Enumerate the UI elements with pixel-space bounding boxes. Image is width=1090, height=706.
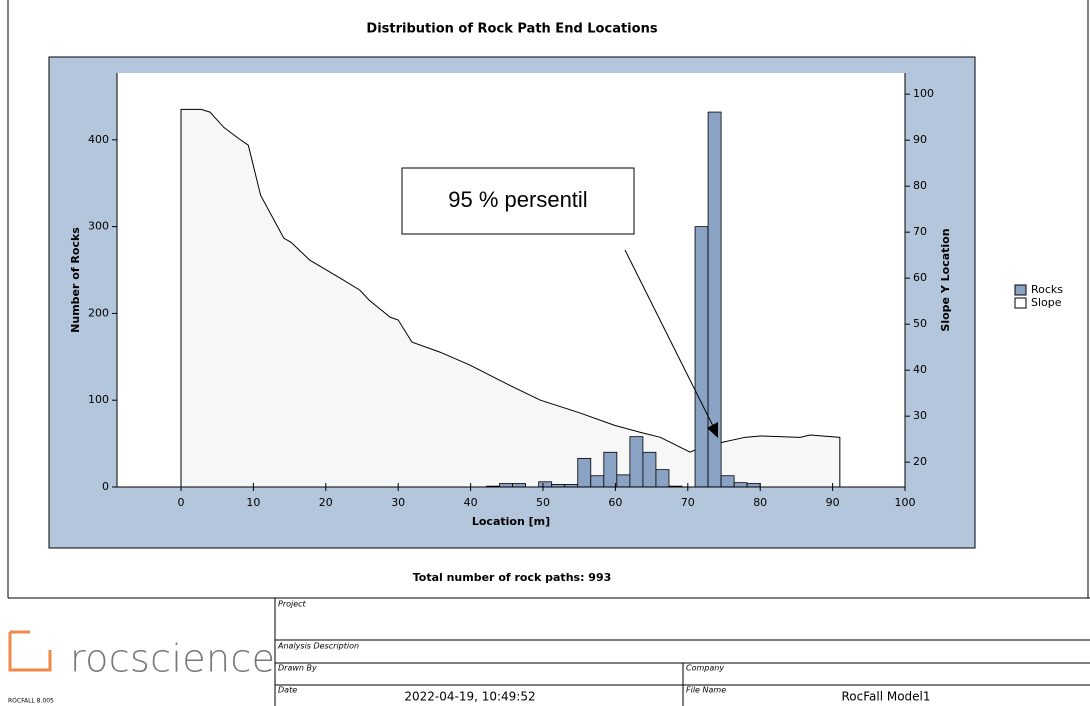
x-tick-label: 10 <box>246 496 260 509</box>
chart-title: Distribution of Rock Path End Locations <box>366 22 657 37</box>
histogram-bar <box>642 451 657 488</box>
version: ROCFALL 8.005 <box>8 698 54 705</box>
logo-text: rocscience <box>70 637 275 681</box>
file-name-value: RocFall Model1 <box>841 690 930 704</box>
histogram-bar <box>655 469 670 488</box>
annotation-box <box>401 167 635 235</box>
histogram-bar <box>733 482 748 488</box>
y-axis-label: Number of Rocks <box>69 227 82 333</box>
y2-tick-label: 60 <box>913 271 927 284</box>
legend-swatch <box>1014 297 1027 309</box>
histogram-bar <box>499 483 513 488</box>
x-tick-label: 60 <box>608 496 622 509</box>
histogram-bar <box>720 475 735 488</box>
logo-mark <box>8 630 52 672</box>
histogram-bar <box>694 226 709 488</box>
annotation-arrow <box>624 249 714 427</box>
y-tick-label: 200 <box>88 306 109 319</box>
y-tick-label: 100 <box>88 393 109 406</box>
x-axis-label: Location [m] <box>472 515 550 528</box>
legend-label: Slope <box>1031 296 1062 309</box>
field-label: File Name <box>686 686 726 695</box>
slope-area <box>180 108 841 488</box>
legend-label: Rocks <box>1031 283 1063 296</box>
y-tick-label: 300 <box>88 220 109 233</box>
footer <box>8 597 1090 706</box>
plot <box>180 108 841 488</box>
histogram-bar <box>577 457 592 488</box>
field-label: Date <box>278 686 297 695</box>
y2-tick-label: 70 <box>913 225 927 238</box>
x-tick-label: 80 <box>753 496 767 509</box>
x-tick-label: 30 <box>391 496 405 509</box>
x-tick-label: 50 <box>536 496 550 509</box>
y2-tick-label: 50 <box>913 317 927 330</box>
histogram-bar <box>538 481 553 488</box>
x-tick-label: 100 <box>895 496 916 509</box>
x-tick-label: 20 <box>319 496 333 509</box>
legend-swatch <box>1014 284 1027 296</box>
y2-tick-label: 40 <box>913 363 927 376</box>
date-value: 2022-04-19, 10:49:52 <box>404 690 535 704</box>
histogram-bar <box>512 483 527 488</box>
histogram-bar <box>590 475 605 488</box>
field-label: Project <box>278 600 307 609</box>
y-tick-label: 400 <box>88 133 109 146</box>
histogram-bar <box>629 436 644 488</box>
histogram-bar <box>603 451 618 488</box>
x-tick-label: 90 <box>826 496 840 509</box>
y2-tick-label: 90 <box>913 133 927 146</box>
arrow-head <box>707 422 718 438</box>
y-tick-label: 0 <box>102 480 109 493</box>
summary-note: Total number of rock paths: 993 <box>413 571 612 584</box>
field-label: Analysis Description <box>277 642 359 651</box>
histogram-bar <box>746 483 761 488</box>
y2-tick-label: 30 <box>913 409 927 422</box>
field-label: Company <box>686 664 724 673</box>
x-tick-label: 70 <box>681 496 695 509</box>
y2-tick-label: 80 <box>913 179 927 192</box>
annotation-text: 95 % persentil <box>448 187 587 212</box>
y2-tick-label: 20 <box>913 455 927 468</box>
histogram-bar <box>616 474 631 488</box>
y2-axis-label: Slope Y Location <box>939 228 952 331</box>
field-label: Drawn By <box>278 664 317 673</box>
y2-tick-label: 100 <box>913 87 934 100</box>
x-tick-label: 0 <box>178 496 185 509</box>
x-tick-label: 40 <box>464 496 478 509</box>
